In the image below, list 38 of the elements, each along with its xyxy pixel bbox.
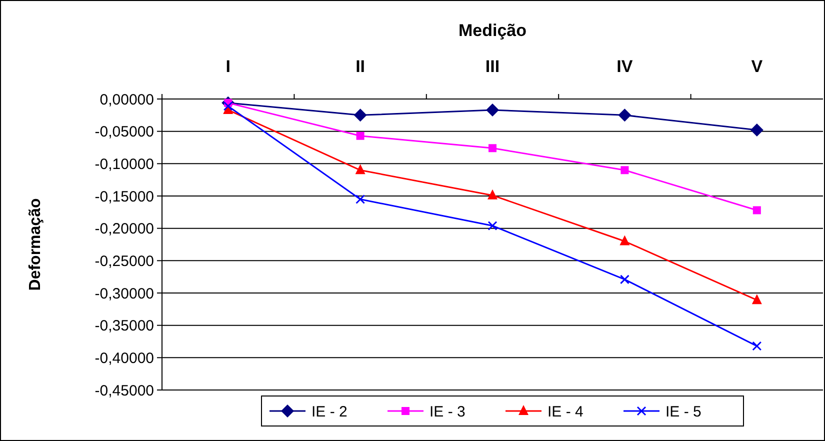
y-tick-label: -0,45000: [94, 382, 154, 400]
legend-label: IE - 3: [430, 403, 466, 420]
point: [356, 194, 366, 204]
y-tick-label: -0,20000: [94, 220, 154, 238]
point: [620, 235, 630, 246]
point: [354, 108, 367, 122]
point: [752, 341, 762, 351]
x-axis-title: Medição: [458, 21, 527, 40]
point: [223, 101, 233, 111]
y-tick-label: -0,25000: [94, 252, 154, 270]
legend-label: IE - 2: [312, 403, 348, 420]
legend-label: IE - 5: [666, 403, 702, 420]
y-tick-label: -0,30000: [94, 285, 154, 302]
point: [488, 189, 498, 200]
y-tick-label: -0,40000: [94, 350, 154, 367]
y-axis-title: Deformação: [27, 198, 44, 291]
point: [356, 132, 364, 140]
point: [486, 103, 499, 116]
point: [752, 294, 762, 304]
x-tick-label: I: [226, 57, 230, 76]
point: [750, 124, 764, 137]
point: [355, 164, 366, 174]
y-tick-label: -0,10000: [94, 156, 154, 173]
x-tick-label: III: [485, 57, 500, 76]
point: [488, 144, 496, 152]
y-tick-label: 0,00000: [100, 91, 154, 108]
x-tick-label: IV: [616, 57, 634, 76]
point: [620, 166, 629, 174]
y-tick-label: -0,15000: [94, 188, 154, 206]
point: [488, 220, 498, 230]
legend-label: IE - 4: [548, 403, 584, 420]
y-tick-label: -0,35000: [94, 318, 154, 335]
point: [618, 108, 632, 122]
point: [620, 274, 630, 284]
x-tick-label: V: [751, 57, 764, 76]
y-tick-label: -0,05000: [94, 124, 154, 141]
point: [752, 206, 761, 214]
x-tick-label: II: [356, 57, 366, 76]
